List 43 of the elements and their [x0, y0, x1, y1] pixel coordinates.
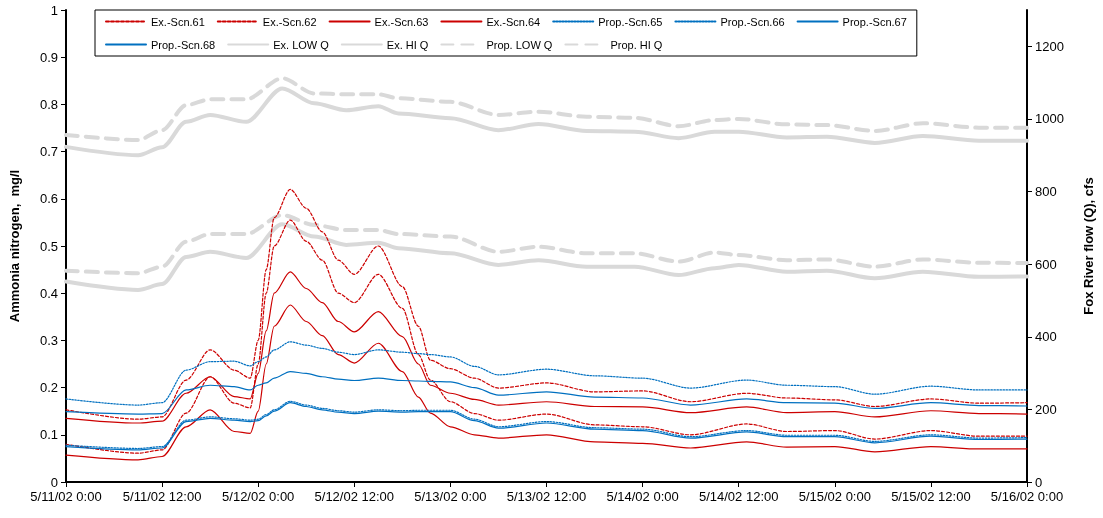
- legend-label: Prop.-Scn.65: [598, 15, 663, 28]
- y2-tick-label: 600: [1035, 256, 1057, 272]
- x-tick-label: 5/13/02 12:00: [506, 489, 587, 504]
- legend-label: Ex. LOW Q: [273, 38, 330, 51]
- y-axis-title: Ammonia nitrogen, mg/l: [7, 169, 22, 323]
- y-tick-label: 0: [50, 474, 58, 490]
- y2-axis-title: Fox River flow (Q), cfs: [1081, 177, 1096, 315]
- y-tick-label: 0.7: [39, 144, 58, 160]
- y-tick-label: 0.3: [39, 332, 58, 348]
- y2-tick-label: 400: [1035, 329, 1057, 345]
- y2-tick-label: 1200: [1035, 38, 1064, 54]
- y-tick-label: 0.1: [39, 427, 58, 443]
- x-tick-label: 5/15/02 12:00: [891, 489, 971, 504]
- y2-tick-label: 200: [1035, 401, 1057, 417]
- x-tick-label: 5/15/02 0:00: [798, 489, 871, 504]
- y-tick-label: 0.8: [39, 96, 58, 112]
- x-tick-label: 5/11/02 0:00: [30, 489, 102, 504]
- y-tick-label: 1: [50, 2, 58, 18]
- legend-label: Ex.-Scn.63: [374, 15, 429, 28]
- y-tick-label: 0.4: [39, 285, 58, 301]
- x-tick-label: 5/13/02 0:00: [414, 489, 487, 504]
- x-tick-label: 5/12/02 0:00: [222, 489, 295, 504]
- y2-tick-label: 1000: [1035, 111, 1064, 127]
- y-tick-label: 0.2: [39, 380, 58, 396]
- legend-label: Ex. HI Q: [386, 38, 429, 51]
- y2-tick-label: 0: [1035, 474, 1043, 490]
- legend-label: Ex.-Scn.62: [262, 15, 317, 28]
- x-tick-label: 5/16/02 0:00: [990, 489, 1064, 504]
- legend-label: Prop. HI Q: [610, 38, 663, 51]
- y-tick-label: 0.9: [39, 49, 58, 65]
- x-tick-label: 5/14/02 12:00: [698, 489, 779, 504]
- y-tick-label: 0.6: [39, 191, 58, 207]
- legend-label: Ex.-Scn.61: [151, 15, 205, 28]
- y2-tick-label: 800: [1035, 184, 1057, 200]
- legend-label: Prop.-Scn.68: [151, 38, 216, 51]
- x-tick-label: 5/12/02 12:00: [314, 489, 395, 504]
- x-tick-label: 5/11/02 12:00: [122, 489, 202, 504]
- legend-label: Prop.-Scn.66: [720, 15, 785, 28]
- legend-label: Prop. LOW Q: [486, 38, 553, 51]
- legend-label: Prop.-Scn.67: [842, 15, 907, 28]
- x-tick-label: 5/14/02 0:00: [606, 489, 679, 504]
- y-tick-label: 0.5: [39, 238, 58, 254]
- legend-label: Ex.-Scn.64: [486, 15, 541, 28]
